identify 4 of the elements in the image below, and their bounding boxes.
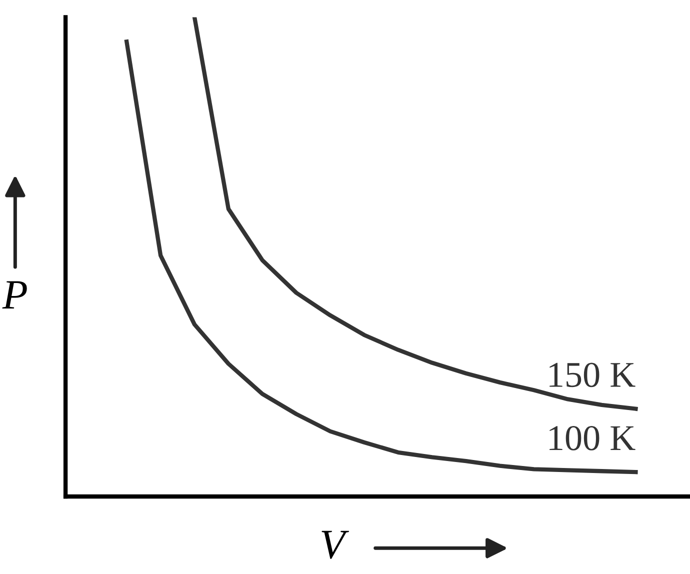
y-axis-title: P <box>2 281 27 308</box>
series-label: 100 K <box>550 426 636 450</box>
series-label: 150 K <box>550 362 636 388</box>
x-axis-title: V <box>322 530 350 559</box>
